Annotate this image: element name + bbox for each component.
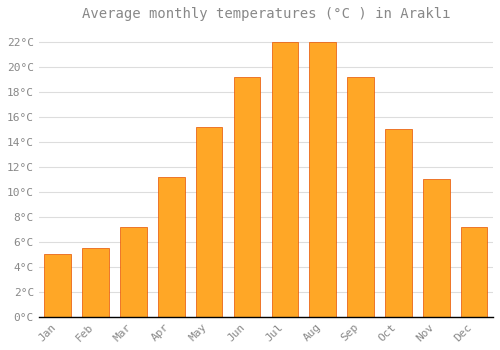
Bar — [82, 248, 109, 317]
Bar — [423, 179, 450, 317]
Bar — [44, 254, 71, 317]
Bar — [196, 127, 222, 317]
Title: Average monthly temperatures (°C ) in Araklı: Average monthly temperatures (°C ) in Ar… — [82, 7, 450, 21]
Bar — [348, 77, 374, 317]
Bar — [158, 177, 184, 317]
Bar — [310, 42, 336, 317]
Bar — [272, 42, 298, 317]
Bar — [120, 227, 146, 317]
Bar — [234, 77, 260, 317]
Bar — [461, 227, 487, 317]
Bar — [385, 129, 411, 317]
